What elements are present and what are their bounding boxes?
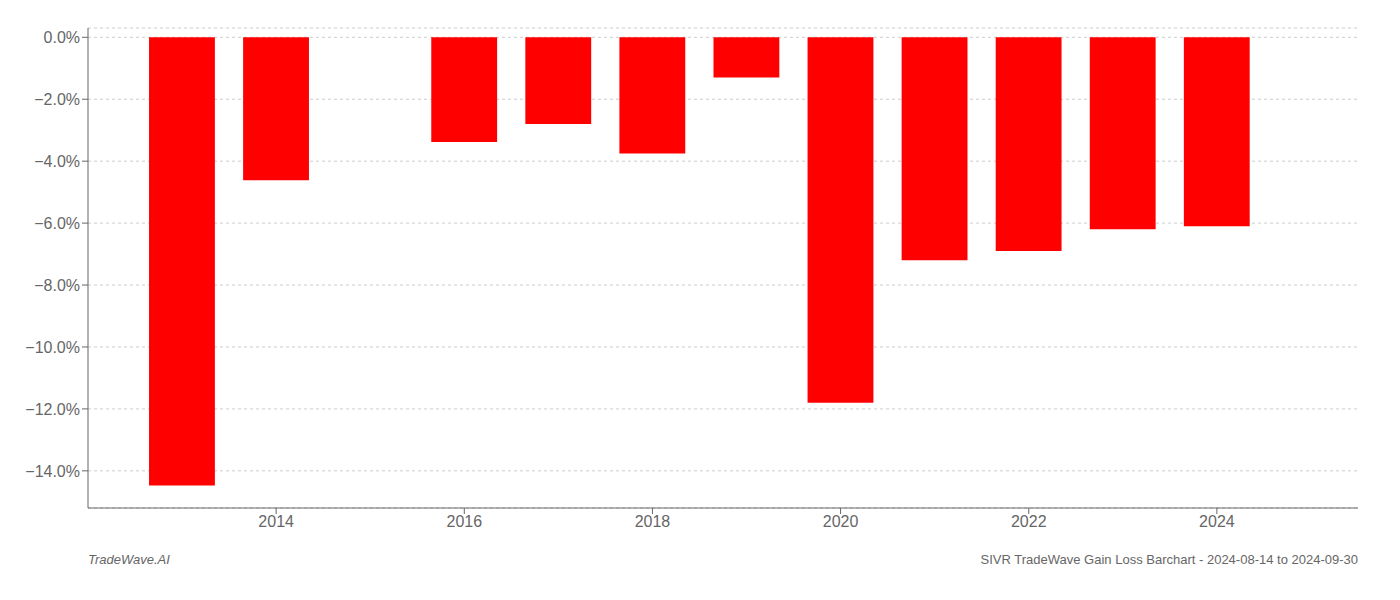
svg-text:−10.0%: −10.0% bbox=[25, 339, 80, 356]
svg-text:2018: 2018 bbox=[635, 513, 671, 530]
html-text:SIVR TradeWave Gain Loss Barch: SIVR TradeWave Gain Loss Barchart - 2024… bbox=[980, 552, 1358, 567]
svg-text:2024: 2024 bbox=[1199, 513, 1235, 530]
svg-text:0.0%: 0.0% bbox=[44, 29, 80, 46]
svg-text:−2.0%: −2.0% bbox=[34, 91, 80, 108]
html-text:TradeWave.AI: TradeWave.AI bbox=[88, 552, 170, 567]
svg-text:2020: 2020 bbox=[823, 513, 859, 530]
svg-text:−12.0%: −12.0% bbox=[25, 401, 80, 418]
svg-text:−4.0%: −4.0% bbox=[34, 153, 80, 170]
svg-text:2014: 2014 bbox=[258, 513, 294, 530]
svg-text:2022: 2022 bbox=[1011, 513, 1047, 530]
svg-text:−6.0%: −6.0% bbox=[34, 215, 80, 232]
svg-text:2016: 2016 bbox=[446, 513, 482, 530]
svg-text:−8.0%: −8.0% bbox=[34, 277, 80, 294]
svg-text:−14.0%: −14.0% bbox=[25, 463, 80, 480]
